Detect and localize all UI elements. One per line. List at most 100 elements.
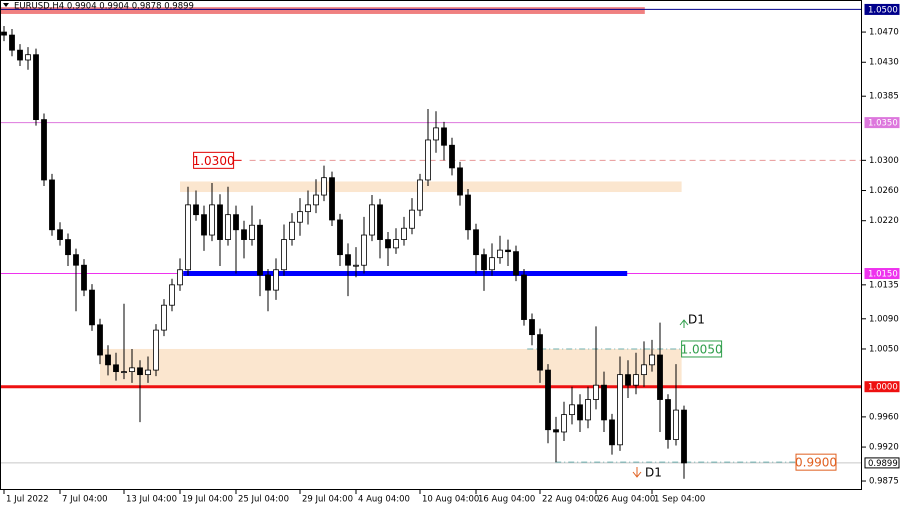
x-tick-label: 16 Aug 04:00: [478, 495, 535, 505]
candle-body: [625, 374, 631, 386]
x-tick-label: 4 Aug 04:00: [358, 495, 410, 505]
price-label-box: [864, 117, 900, 129]
candle-body: [145, 369, 151, 376]
candle-body: [129, 367, 135, 373]
candle-body: [353, 264, 359, 267]
candle-body: [73, 254, 79, 266]
candle-body: [281, 239, 287, 271]
up-arrow: [679, 319, 689, 328]
annotation: D1: [645, 466, 662, 480]
x-tick-label: 13 Jul 04:00: [126, 495, 177, 505]
candle-body: [193, 204, 199, 216]
y-tick-label: 0.9920: [869, 443, 899, 453]
candle-body: [521, 274, 527, 320]
candle-body: [681, 409, 687, 464]
level-label: 1.0300: [193, 154, 235, 168]
price-label: 1.0350: [868, 119, 898, 129]
candle-body: [481, 254, 487, 271]
x-tick-label: 29 Jul 04:00: [302, 495, 353, 505]
x-tick-label: 22 Aug 04:00: [542, 495, 599, 505]
menu-arrow: [3, 3, 9, 7]
candle-body: [113, 364, 119, 373]
candle-body: [121, 371, 127, 374]
candle-body: [377, 204, 383, 240]
candle-body: [217, 204, 223, 240]
zone: [0, 7, 645, 14]
y-tick-label: 1.0050: [869, 344, 899, 354]
candle-body: [577, 404, 583, 421]
candle-body: [513, 251, 519, 276]
candle-body: [89, 289, 95, 326]
candle-body: [433, 127, 439, 141]
candle-body: [105, 354, 111, 366]
price-label: 1.0000: [868, 383, 898, 393]
candle-body: [409, 209, 415, 229]
candle-body: [369, 204, 375, 236]
candle-body: [209, 204, 215, 236]
plot-area: 1.0300 1.0050 0.9900: [0, 7, 862, 479]
price-label-box: [864, 457, 900, 469]
candle-body: [329, 177, 335, 221]
candle-body: [417, 179, 423, 211]
candle-body: [585, 399, 591, 421]
candle-body: [569, 404, 575, 416]
candle-body: [9, 34, 15, 51]
candle-body: [65, 239, 71, 256]
chart-title: EURUSD,H4 0.9904 0.9904 0.9878 0.9899: [14, 2, 194, 12]
y-tick-label: 1.0135: [869, 280, 899, 290]
candle-body: [473, 229, 479, 256]
candle-body: [161, 304, 167, 331]
candle-body: [337, 219, 343, 256]
price-label: 1.0150: [868, 270, 898, 280]
x-tick-label: 1 Sep 04:00: [654, 495, 705, 505]
candle-body: [601, 384, 607, 421]
candle-body: [665, 399, 671, 440]
candle-body: [201, 214, 207, 236]
candle-body: [97, 324, 103, 356]
candle-body: [153, 329, 159, 371]
candle-body: [345, 254, 351, 266]
candle-body: [641, 364, 647, 376]
candle-body: [593, 384, 599, 400]
candle-body: [657, 354, 663, 400]
y-tick-label: 1.0260: [869, 186, 899, 196]
candle-body: [505, 249, 511, 253]
x-tick-label: 19 Jul 04:00: [182, 495, 233, 505]
level-label-box: [681, 340, 723, 358]
x-tick-label: 7 Jul 04:00: [62, 495, 108, 505]
candle-body: [425, 139, 431, 181]
zone: [100, 348, 682, 387]
x-tick-label: 10 Aug 04:00: [422, 495, 479, 505]
candle-body: [401, 227, 407, 240]
candle-body: [609, 419, 615, 446]
down-arrow: [632, 467, 642, 478]
candle-body: [241, 229, 247, 240]
candle-body: [441, 127, 447, 146]
x-tick-label: 25 Jul 04:00: [238, 495, 289, 505]
y-tick-label: 1.0090: [869, 314, 899, 324]
candle-body: [649, 354, 655, 366]
annotation: D1: [688, 313, 705, 327]
zone: [180, 181, 682, 193]
candle-body: [321, 177, 327, 196]
x-tick-label: 1 Jul 2022: [6, 495, 49, 505]
y-tick-label: 0.9960: [869, 412, 899, 422]
candle-body: [489, 257, 495, 271]
candle-body: [673, 409, 679, 440]
candle-body: [177, 269, 183, 286]
candle-body: [465, 194, 471, 231]
candle-body: [273, 269, 279, 291]
y-tick-label: 1.0300: [869, 156, 899, 166]
candle-body: [41, 119, 47, 181]
candle-body: [249, 224, 255, 240]
candle-body: [169, 284, 175, 306]
candle-body: [1, 31, 7, 36]
price-label: 0.9899: [868, 459, 898, 469]
candle-body: [233, 214, 239, 231]
candle-body: [617, 374, 623, 446]
candle-body: [529, 319, 535, 336]
candle-body: [81, 264, 87, 291]
candle-body: [25, 54, 31, 61]
price-label-box: [864, 268, 900, 280]
candle-body: [361, 234, 367, 266]
